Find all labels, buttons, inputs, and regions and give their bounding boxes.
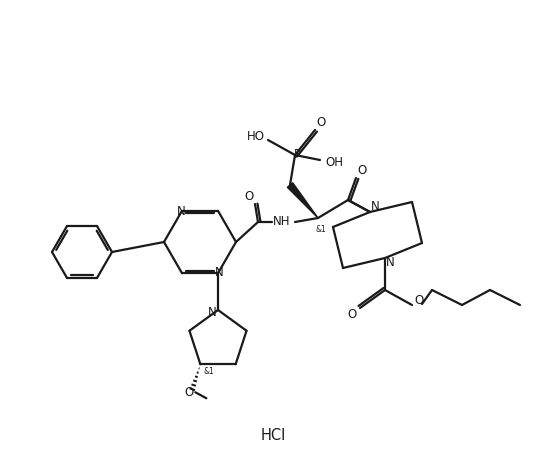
Text: N: N (177, 205, 185, 219)
Polygon shape (287, 183, 318, 218)
Text: O: O (357, 165, 366, 177)
Text: N: N (214, 266, 223, 279)
Text: O: O (347, 307, 357, 320)
Text: &1: &1 (316, 225, 327, 235)
Text: N: N (386, 256, 394, 270)
Text: N: N (371, 201, 380, 213)
Text: O: O (245, 190, 254, 203)
Text: P: P (294, 148, 300, 160)
Text: HCl: HCl (260, 427, 286, 443)
Text: O: O (316, 117, 325, 130)
Text: &1: &1 (204, 367, 215, 376)
Text: N: N (208, 306, 217, 319)
Text: HO: HO (247, 130, 265, 142)
Text: O: O (185, 386, 194, 399)
Text: O: O (415, 294, 423, 307)
Text: NH: NH (274, 215, 291, 229)
Text: OH: OH (325, 155, 343, 169)
